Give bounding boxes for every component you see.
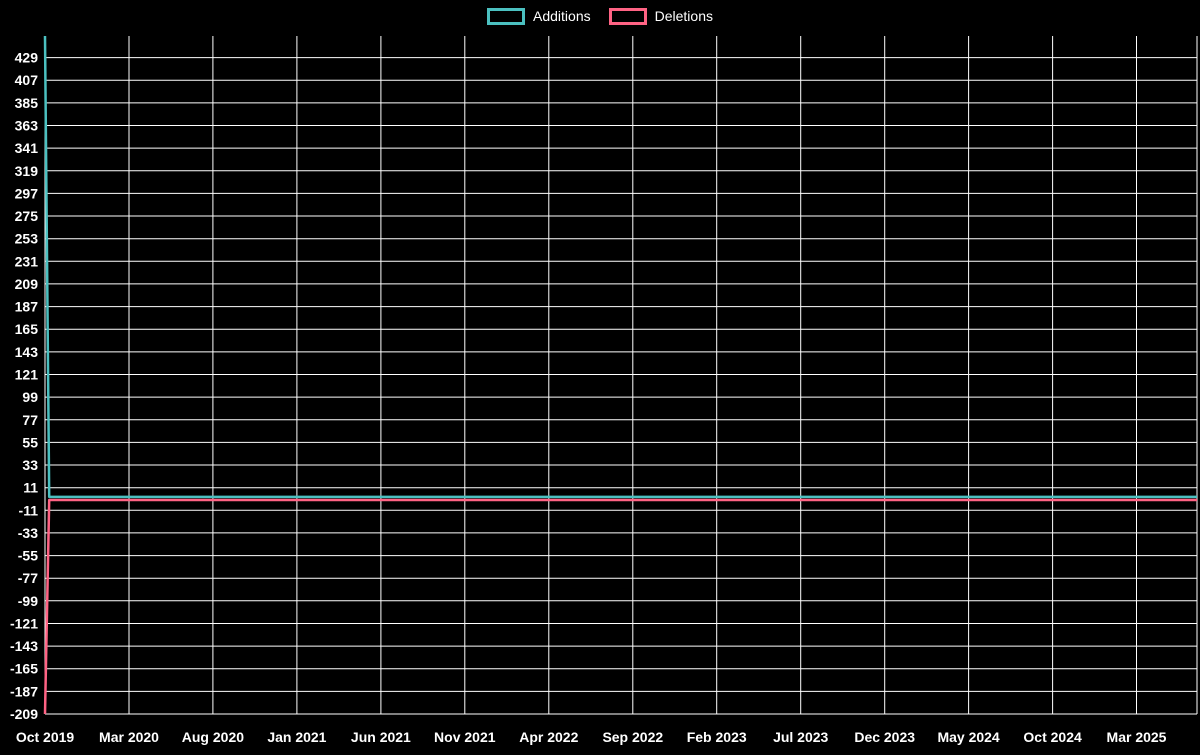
- y-tick-label: 187: [15, 299, 39, 315]
- series-line-deletions: [43, 498, 1197, 715]
- y-tick-label: 231: [15, 253, 39, 269]
- x-tick-label: Nov 2021: [434, 729, 496, 745]
- y-tick-label: 275: [15, 208, 39, 224]
- y-tick-label: 77: [22, 412, 38, 428]
- y-tick-label: -143: [10, 638, 38, 654]
- x-tick-label: Jan 2021: [267, 729, 326, 745]
- y-tick-label: -77: [18, 570, 38, 586]
- legend-label-deletions: Deletions: [654, 8, 713, 24]
- y-tick-label: 209: [15, 276, 39, 292]
- legend-item-deletions[interactable]: Deletions: [608, 6, 713, 26]
- y-tick-label: 11: [23, 480, 38, 496]
- x-tick-label: Feb 2023: [687, 729, 747, 745]
- x-tick-label: Jun 2021: [351, 729, 411, 745]
- y-tick-label: 121: [15, 367, 39, 383]
- y-tick-label: 165: [15, 321, 39, 337]
- y-tick-label: 429: [15, 50, 39, 66]
- x-tick-label: Dec 2023: [854, 729, 915, 745]
- x-tick-label: Aug 2020: [182, 729, 244, 745]
- y-tick-label: 55: [22, 434, 38, 450]
- legend-label-additions: Additions: [533, 8, 591, 24]
- x-tick-label: Oct 2019: [16, 729, 75, 745]
- series-line-additions: [43, 35, 1197, 499]
- y-tick-label: 319: [15, 163, 39, 179]
- x-tick-label: May 2024: [937, 729, 999, 745]
- legend-item-additions[interactable]: Additions: [487, 6, 591, 26]
- y-tick-label: 407: [15, 72, 39, 88]
- x-tick-label: Mar 2020: [99, 729, 159, 745]
- y-tick-label: 253: [15, 231, 39, 247]
- y-tick-label: -121: [10, 616, 38, 632]
- y-tick-label: 341: [15, 140, 39, 156]
- additions-legend-swatch-icon: [487, 7, 526, 25]
- y-tick-label: 99: [22, 389, 38, 405]
- x-tick-labels: Oct 2019 Mar 2020 Aug 2020 Jan 2021 Jun 2021…: [16, 729, 1167, 745]
- x-tick-label: Apr 2022: [519, 729, 578, 745]
- y-tick-label: -99: [18, 593, 38, 609]
- x-tick-label: Oct 2024: [1023, 729, 1082, 745]
- y-tick-label: 143: [15, 344, 39, 360]
- y-tick-label: 385: [15, 95, 39, 111]
- x-tick-label: Sep 2022: [602, 729, 663, 745]
- x-tick-label: Mar 2025: [1107, 729, 1167, 745]
- y-tick-label: 297: [15, 185, 39, 201]
- deletions-legend-swatch-icon: [608, 7, 647, 25]
- y-tick-label: -33: [18, 525, 38, 541]
- y-tick-label: -187: [10, 683, 38, 699]
- y-tick-label: -165: [10, 661, 38, 677]
- y-gridlines: [45, 57, 1197, 715]
- y-tick-label: -209: [10, 706, 38, 722]
- x-tick-label: Jul 2023: [773, 729, 828, 745]
- y-tick-label: 363: [15, 118, 39, 134]
- y-tick-label: -55: [18, 548, 38, 564]
- y-tick-label: 33: [22, 457, 38, 473]
- y-tick-labels: 429 407 385 363 341 319 297 275 253 231 209 187 165 1…: [10, 50, 38, 722]
- chart-legend: Additions Deletions: [0, 6, 1200, 26]
- y-tick-label: -11: [19, 502, 39, 518]
